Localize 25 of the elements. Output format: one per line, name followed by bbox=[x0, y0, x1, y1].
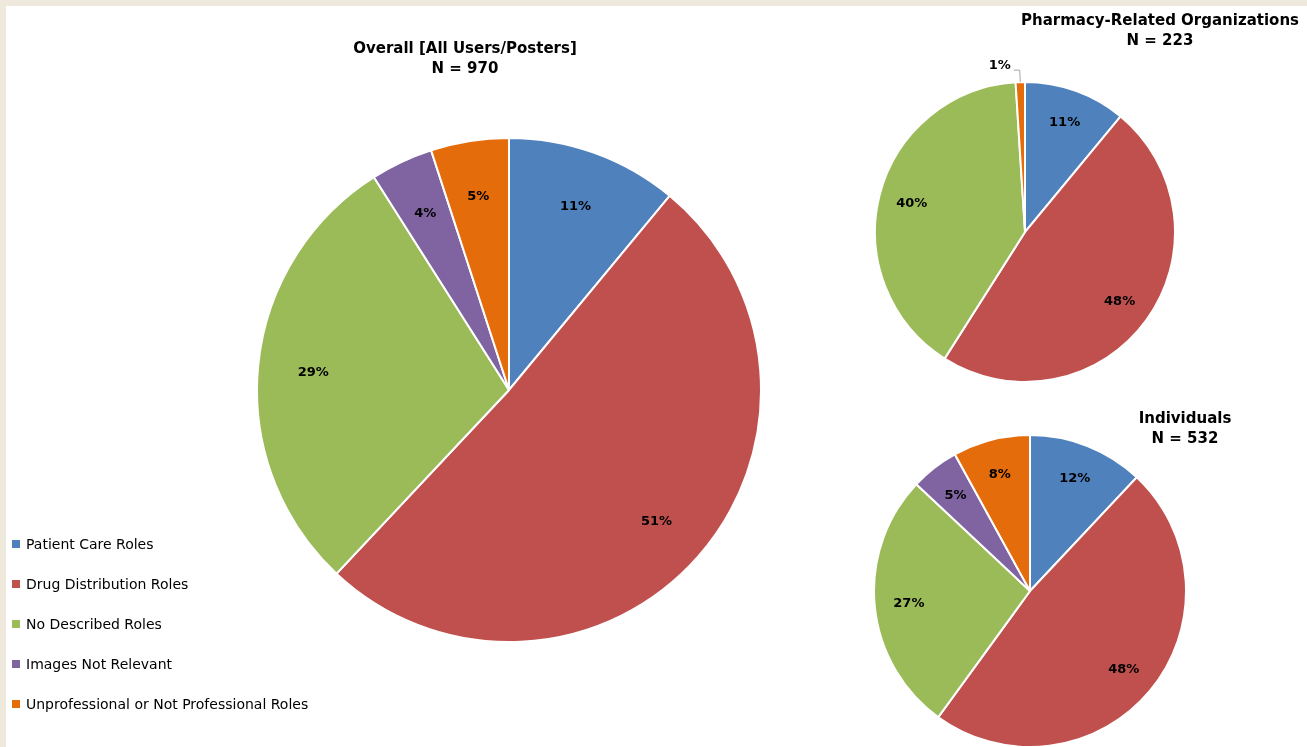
data-label: 29% bbox=[297, 364, 329, 380]
data-label: 11% bbox=[1049, 114, 1081, 130]
data-label: 40% bbox=[896, 195, 928, 211]
legend-label: Unprofessional or Not Professional Roles bbox=[26, 695, 309, 712]
data-label: 27% bbox=[893, 595, 925, 610]
data-label: 11% bbox=[560, 197, 592, 213]
chart-subtitle: N = 970 bbox=[431, 59, 499, 77]
chart-subtitle: N = 532 bbox=[1151, 429, 1219, 447]
legend-label: Drug Distribution Roles bbox=[26, 575, 189, 592]
chart-title: Individuals bbox=[1138, 409, 1232, 427]
chart-title: Pharmacy-Related Organizations bbox=[1020, 11, 1300, 29]
chart-title: Overall [All Users/Posters] bbox=[353, 39, 577, 57]
data-label: 48% bbox=[1108, 661, 1140, 677]
legend-label: No Described Roles bbox=[26, 615, 162, 632]
data-label: 5% bbox=[944, 487, 967, 503]
data-label: 5% bbox=[467, 188, 490, 204]
legend-label: Patient Care Roles bbox=[26, 535, 154, 552]
chart-subtitle: N = 223 bbox=[1126, 31, 1194, 49]
data-label: 1% bbox=[988, 56, 1011, 72]
data-label: 12% bbox=[1059, 470, 1091, 486]
data-label: 4% bbox=[414, 204, 437, 220]
legend-label: Images Not Relevant bbox=[26, 655, 173, 672]
data-label: 48% bbox=[1104, 293, 1136, 309]
data-label: 51% bbox=[640, 512, 672, 528]
data-label: 8% bbox=[988, 465, 1011, 481]
